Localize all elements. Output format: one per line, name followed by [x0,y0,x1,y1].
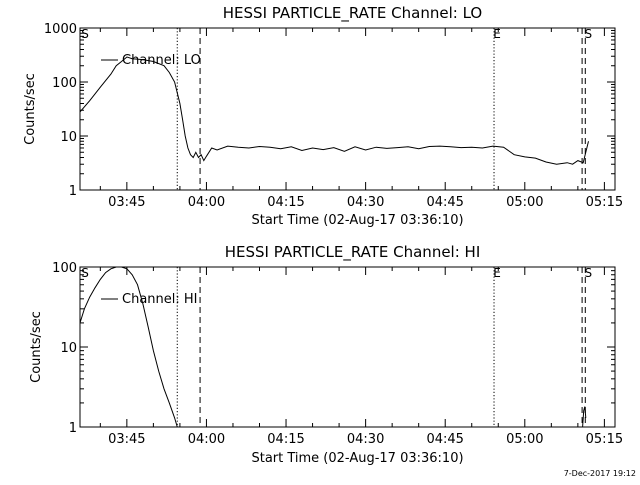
x-tick-label: 04:00 [188,432,225,447]
x-tick-label: 05:00 [506,195,543,210]
panel-hi: HESSI PARTICLE_RATE Channel: HI 03:45 04:0… [29,243,623,466]
series-line [80,267,587,427]
start-marker-label: S [81,27,89,41]
x-tick-label: 04:45 [426,195,463,210]
marker-label: E [493,266,501,280]
y-tick-label: 100 [52,76,77,91]
footer-timestamp: 7-Dec-2017 19:12 [564,469,636,478]
x-tick-label: 03:45 [108,432,145,447]
y-tick-label: 100 [52,261,77,276]
x-axis-label: Start Time (02-Aug-17 03:36:10) [251,451,463,466]
x-tick-label: 04:00 [188,195,225,210]
y-tick-label: 10 [60,341,77,356]
y-tick-label: 1 [69,184,77,199]
legend-label: Channel: HI [122,292,198,307]
y-axis-label: Counts/sec [29,311,44,383]
x-tick-label: 03:45 [108,195,145,210]
x-tick-label: 04:15 [267,195,304,210]
marker-label: S [584,27,592,41]
y-axis-label: Counts/sec [23,73,38,145]
marker-label: S [584,266,592,280]
y-tick-label: 1000 [44,22,77,37]
series-line [80,56,589,165]
y-tick-label: 1 [69,421,77,436]
x-tick-label: 04:30 [347,432,384,447]
x-tick-label: 05:15 [586,195,623,210]
chart-title: HESSI PARTICLE_RATE Channel: HI [225,243,481,262]
marker-label: E [493,27,501,41]
x-tick-label: 05:15 [586,432,623,447]
plot-frame [79,27,616,191]
x-tick-label: 04:30 [347,195,384,210]
y-tick-label: 10 [60,130,77,145]
legend-label: Channel: LO [122,53,201,68]
x-tick-label: 04:15 [267,432,304,447]
panel-lo: HESSI PARTICLE_RATE Channel: LO 03:45 04:0… [23,4,623,228]
x-tick-label: 05:00 [506,432,543,447]
plot-frame [79,266,616,428]
x-tick-label: 04:45 [426,432,463,447]
start-marker-label: S [81,266,89,280]
x-axis-label: Start Time (02-Aug-17 03:36:10) [251,213,463,228]
chart-title: HESSI PARTICLE_RATE Channel: LO [223,4,482,23]
